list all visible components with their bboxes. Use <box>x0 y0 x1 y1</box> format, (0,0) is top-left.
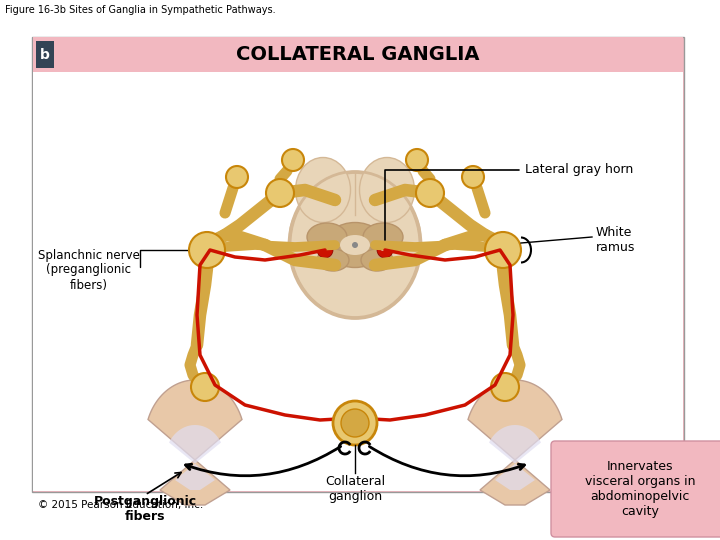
Text: White
ramus: White ramus <box>596 226 635 254</box>
Text: © 2015 Pearson Education, Inc.: © 2015 Pearson Education, Inc. <box>38 500 203 510</box>
Ellipse shape <box>290 185 420 285</box>
Bar <box>33 37 683 72</box>
Polygon shape <box>148 380 242 505</box>
Ellipse shape <box>300 230 410 300</box>
Bar <box>33 72 683 491</box>
Ellipse shape <box>340 235 370 255</box>
Ellipse shape <box>361 249 393 271</box>
Text: Figure 16-3b Sites of Ganglia in Sympathetic Pathways.: Figure 16-3b Sites of Ganglia in Sympath… <box>5 5 276 15</box>
Circle shape <box>282 149 304 171</box>
Polygon shape <box>468 380 562 505</box>
Circle shape <box>406 149 428 171</box>
Ellipse shape <box>359 158 415 222</box>
Ellipse shape <box>363 223 403 251</box>
Bar <box>32 37 684 492</box>
Text: Collateral
ganglion: Collateral ganglion <box>325 475 385 503</box>
Polygon shape <box>489 425 541 490</box>
Text: b: b <box>40 48 50 62</box>
Circle shape <box>491 373 519 401</box>
Text: COLLATERAL GANGLIA: COLLATERAL GANGLIA <box>236 45 480 64</box>
Text: Postganglionic
fibers: Postganglionic fibers <box>94 495 197 523</box>
Text: Lateral gray horn: Lateral gray horn <box>385 164 634 240</box>
Circle shape <box>380 245 386 251</box>
Text: Innervates
visceral organs in
abdominopelvic
cavity: Innervates visceral organs in abdominope… <box>585 460 696 518</box>
Circle shape <box>462 166 484 188</box>
Circle shape <box>416 179 444 207</box>
Circle shape <box>485 232 521 268</box>
FancyBboxPatch shape <box>551 441 720 537</box>
Ellipse shape <box>295 158 351 222</box>
Bar <box>36 41 54 68</box>
Circle shape <box>377 242 393 258</box>
Polygon shape <box>169 425 221 490</box>
Circle shape <box>191 373 219 401</box>
Circle shape <box>341 409 369 437</box>
Circle shape <box>320 245 326 251</box>
Circle shape <box>333 401 377 445</box>
Ellipse shape <box>325 222 385 267</box>
Circle shape <box>317 242 333 258</box>
Ellipse shape <box>307 223 347 251</box>
Circle shape <box>352 242 358 248</box>
Text: Splanchnic nerve
(preganglionic
fibers): Splanchnic nerve (preganglionic fibers) <box>38 248 140 292</box>
Circle shape <box>226 166 248 188</box>
Ellipse shape <box>290 172 420 318</box>
Circle shape <box>266 179 294 207</box>
Circle shape <box>189 232 225 268</box>
Ellipse shape <box>317 249 349 271</box>
